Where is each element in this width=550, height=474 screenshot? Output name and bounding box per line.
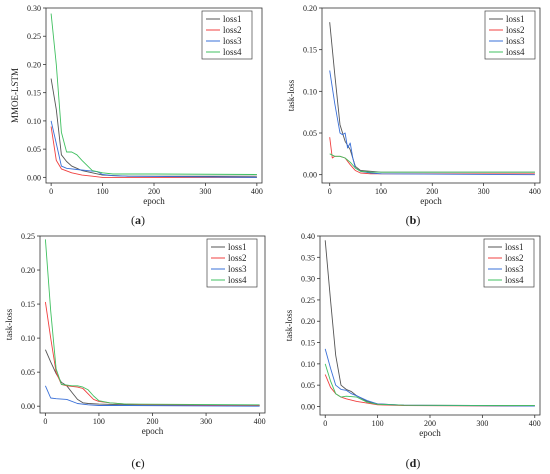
- x-axis-title: epoch: [420, 196, 442, 206]
- y-tick-label: 0.25: [301, 296, 315, 305]
- y-tick-label: 0.20: [303, 4, 317, 13]
- x-tick-label: 200: [148, 187, 160, 196]
- series-line-loss4: [324, 363, 535, 407]
- y-tick-label: 0.25: [21, 232, 35, 241]
- legend-label-loss4: loss4: [506, 47, 525, 57]
- series-line-loss4: [50, 13, 257, 175]
- y-tick-label: 0.40: [301, 232, 315, 241]
- x-tick-label: 0: [49, 187, 53, 196]
- x-tick-label: 100: [375, 187, 387, 196]
- y-tick-label: 0.00: [21, 402, 35, 411]
- y-tick-label: 0.00: [303, 171, 317, 180]
- y-tick-label: 0.30: [301, 275, 315, 284]
- y-tick-label: 0.05: [301, 381, 315, 390]
- series-line-loss1: [44, 349, 260, 406]
- series-line-loss4: [329, 153, 535, 173]
- y-tick-label: 0.15: [303, 46, 317, 55]
- x-tick-label: 400: [254, 417, 266, 426]
- y-tick-label: 0.05: [27, 145, 41, 154]
- series-line-loss2: [44, 301, 260, 406]
- caption-a: (a): [131, 213, 145, 227]
- y-tick-label: 0.25: [27, 32, 41, 41]
- x-tick-label: 300: [476, 419, 488, 428]
- x-tick-label: 300: [200, 417, 212, 426]
- legend-label-loss2: loss2: [505, 253, 524, 263]
- y-tick-label: 0.15: [301, 339, 315, 348]
- legend-label-loss4: loss4: [228, 275, 247, 285]
- legend-label-loss3: loss3: [223, 36, 242, 46]
- panel-c: 0 100 200 300 400 0.00 0.05 0.10 0.15 0.20 0.25 epo…: [4, 232, 266, 436]
- caption-d: (d): [406, 456, 421, 470]
- x-tick-label: 400: [529, 187, 541, 196]
- y-axis-title: task-loss: [284, 309, 294, 341]
- x-tick-label: 100: [93, 417, 105, 426]
- legend-label-loss2: loss2: [228, 253, 247, 263]
- y-tick-label: 0.10: [27, 117, 41, 126]
- panel-b: 0 100 200 300 400 0.00 0.05 0.10 0.15 0.20 epoch ta…: [286, 4, 541, 206]
- y-tick-label: 0.20: [21, 266, 35, 275]
- panel-d: 0 100 200 300 400 0.00 0.05 0.10 0.15 0.20 0.25 0.3…: [284, 232, 541, 438]
- series-line-loss2: [324, 374, 535, 407]
- x-tick-label: 100: [372, 419, 384, 428]
- y-axis-title: task-loss: [286, 79, 296, 111]
- caption-b: (b): [406, 213, 421, 227]
- x-axis-title: epoch: [143, 196, 165, 206]
- x-tick-label: 200: [147, 417, 159, 426]
- legend-label-loss4: loss4: [505, 275, 524, 285]
- x-tick-label: 200: [424, 419, 436, 428]
- legend-label-loss1: loss1: [228, 242, 247, 252]
- y-tick-label: 0.10: [303, 87, 317, 96]
- x-tick-label: 400: [251, 187, 263, 196]
- y-tick-label: 0.10: [301, 360, 315, 369]
- x-axis-title: epoch: [419, 428, 441, 438]
- y-tick-label: 0.15: [21, 300, 35, 309]
- series-line-loss3: [329, 70, 535, 176]
- legend-label-loss1: loss1: [223, 14, 242, 24]
- x-tick-label: 0: [43, 417, 47, 426]
- y-tick-label: 0.20: [301, 317, 315, 326]
- legend-label-loss2: loss2: [506, 25, 525, 35]
- x-tick-label: 100: [97, 187, 109, 196]
- series-line-loss3: [50, 120, 257, 178]
- y-tick-label: 0.00: [27, 173, 41, 182]
- series-line-loss2: [50, 126, 257, 178]
- y-tick-label: 0.00: [301, 402, 315, 411]
- x-tick-label: 400: [529, 419, 541, 428]
- x-axis-title: epoch: [142, 426, 164, 436]
- series-line-loss1: [50, 78, 257, 177]
- legend-label-loss3: loss3: [505, 264, 524, 274]
- legend-label-loss3: loss3: [228, 264, 247, 274]
- caption-c: (c): [131, 456, 144, 470]
- x-tick-label: 200: [426, 187, 438, 196]
- legend-label-loss2: loss2: [223, 25, 242, 35]
- legend-label-loss3: loss3: [506, 36, 525, 46]
- y-tick-label: 0.05: [21, 368, 35, 377]
- legend-label-loss1: loss1: [506, 14, 525, 24]
- x-tick-label: 0: [328, 187, 332, 196]
- x-tick-label: 300: [199, 187, 211, 196]
- x-tick-label: 0: [323, 419, 327, 428]
- y-tick-label: 0.35: [301, 253, 315, 262]
- y-tick-label: 0.05: [303, 129, 317, 138]
- y-tick-label: 0.30: [27, 4, 41, 13]
- y-tick-label: 0.20: [27, 60, 41, 69]
- legend-label-loss1: loss1: [505, 242, 524, 252]
- legend-label-loss4: loss4: [223, 47, 242, 57]
- y-axis-title: task-loss: [4, 308, 14, 340]
- series-line-loss4: [44, 239, 260, 406]
- series-line-loss3: [44, 385, 260, 407]
- series-line-loss2: [329, 137, 535, 175]
- y-tick-label: 0.15: [27, 89, 41, 98]
- panel-a: 0 100 200 300 400 0.00 0.05 0.10 0.15 0.20 0.25 0.3…: [10, 4, 263, 206]
- x-tick-label: 300: [478, 187, 490, 196]
- y-tick-label: 0.10: [21, 334, 35, 343]
- plot-frame: [321, 7, 541, 184]
- y-axis-title: MMOE-LSTM: [10, 68, 20, 123]
